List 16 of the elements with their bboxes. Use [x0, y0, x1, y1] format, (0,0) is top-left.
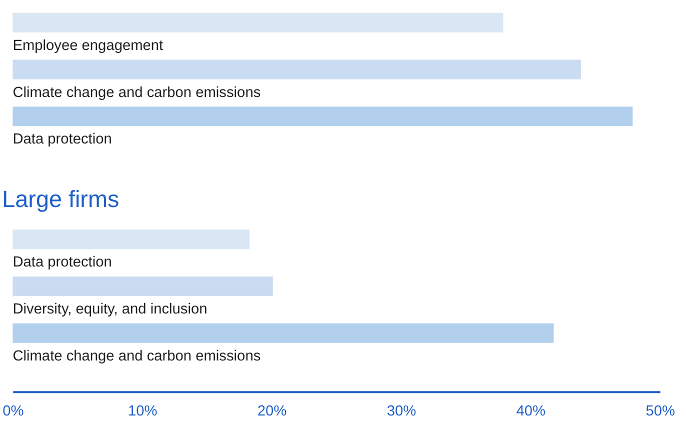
bar [12, 276, 273, 296]
y-tick-label: Data protection [12, 132, 112, 148]
x-tick-label: 10% [128, 404, 158, 420]
bar [12, 230, 250, 250]
x-tick-label: 0% [2, 404, 24, 420]
x-tick-label: 30% [386, 404, 416, 420]
y-tick-label: Diversity, equity, and inclusion [12, 302, 208, 318]
x-tick-label: 20% [257, 404, 287, 420]
y-tick-label: Climate change and carbon emissions [12, 84, 261, 101]
y-tick-label: Data protection [12, 254, 112, 271]
x-tick-label: 50% [646, 404, 675, 420]
chart-title: Large firms [2, 186, 120, 212]
bar [12, 323, 554, 343]
y-tick-label: Climate change and carbon emissions [12, 348, 261, 364]
y-tick-label: Employee engagement [12, 38, 164, 54]
x-tick-label: 40% [516, 404, 546, 420]
